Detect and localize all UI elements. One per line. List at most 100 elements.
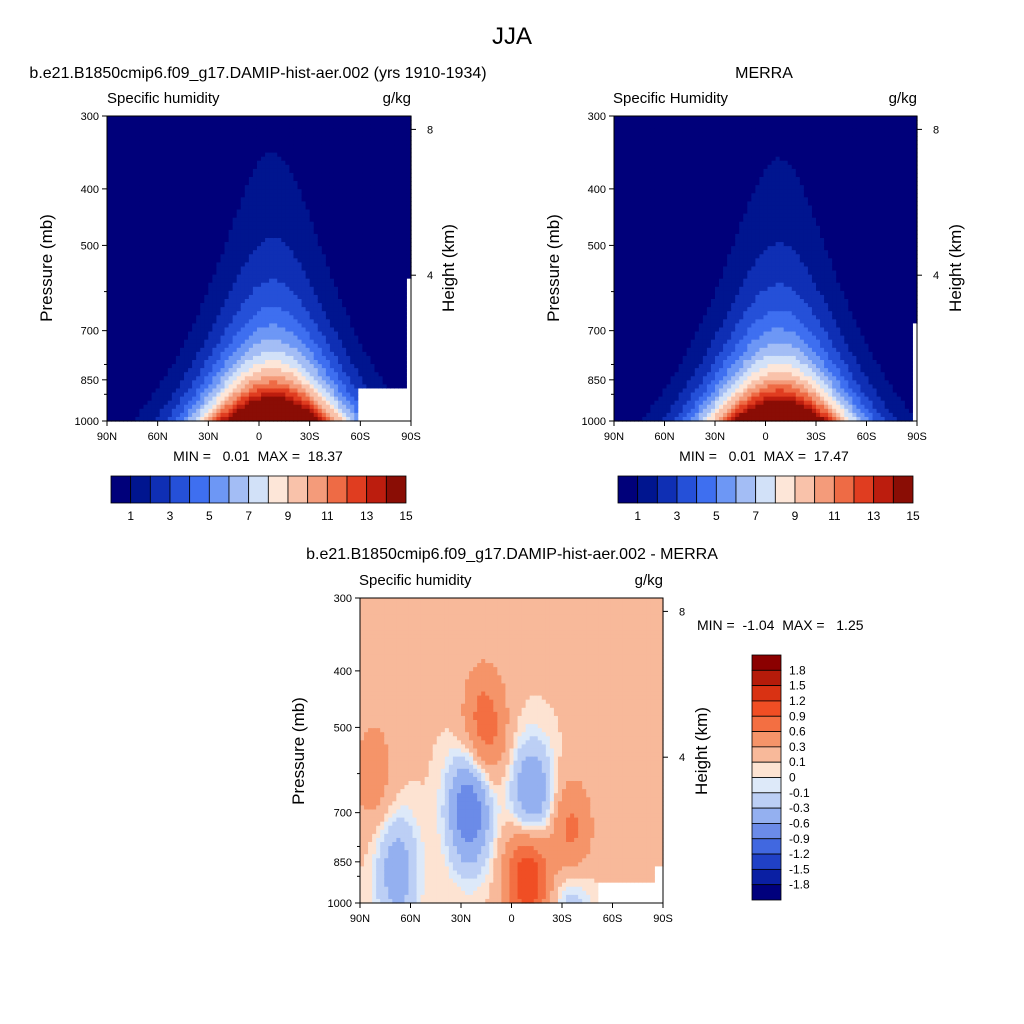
- field-cell: [313, 185, 319, 190]
- field-cell: [265, 408, 270, 414]
- field-cell: [224, 412, 230, 418]
- field-cell: [325, 343, 331, 349]
- field-cell: [200, 201, 205, 207]
- field-cell: [127, 311, 132, 316]
- field-cell: [111, 319, 116, 324]
- field-cell: [167, 335, 173, 341]
- field-cell: [151, 144, 157, 150]
- field-cell: [232, 355, 238, 361]
- field-cell: [167, 408, 173, 414]
- field-cell: [123, 368, 128, 373]
- field-cell: [358, 380, 363, 385]
- field-cell: [305, 303, 311, 308]
- field-cell: [224, 160, 230, 166]
- field-cell: [224, 400, 230, 406]
- field-cell: [269, 258, 274, 263]
- field-cell: [131, 217, 136, 223]
- field-cell: [135, 140, 141, 146]
- field-cell: [175, 148, 181, 154]
- field-cell: [261, 400, 266, 406]
- field-cell: [151, 128, 157, 133]
- field-cell: [208, 274, 213, 280]
- field-cell: [184, 355, 189, 361]
- field-cell: [220, 384, 226, 390]
- field-cell: [135, 274, 141, 280]
- field-cell: [305, 132, 311, 137]
- field-cell: [127, 128, 132, 133]
- field-cell: [192, 172, 197, 178]
- field-cell: [285, 116, 290, 121]
- field-cell: [135, 294, 141, 300]
- field-cell: [362, 209, 368, 215]
- field-cell: [119, 388, 124, 394]
- field-cell: [135, 396, 141, 402]
- field-cell: [175, 250, 181, 255]
- field-cell: [370, 124, 376, 129]
- field-cell: [151, 136, 157, 141]
- field-cell: [354, 319, 359, 324]
- field-cell: [224, 416, 230, 422]
- field-cell: [184, 311, 189, 316]
- field-cell: [301, 152, 307, 158]
- field-cell: [317, 262, 323, 268]
- field-cell: [196, 303, 201, 308]
- field-cell: [179, 384, 185, 390]
- field-cell: [269, 116, 274, 121]
- field-cell: [370, 351, 376, 357]
- field-cell: [208, 266, 213, 272]
- field-cell: [155, 197, 161, 202]
- field-cell: [159, 229, 165, 235]
- field-cell: [111, 250, 116, 255]
- field-cell: [342, 355, 347, 361]
- field-cell: [111, 120, 116, 125]
- field-cell: [305, 258, 311, 263]
- field-cell: [317, 217, 323, 223]
- field-cell: [289, 185, 295, 190]
- field-cell: [362, 242, 368, 247]
- field-cell: [127, 343, 132, 349]
- field-cell: [119, 270, 124, 276]
- field-cell: [220, 335, 226, 341]
- field-cell: [285, 278, 290, 284]
- field-cell: [358, 225, 363, 231]
- field-cell: [338, 311, 343, 316]
- field-cell: [155, 136, 161, 141]
- field-cell: [374, 254, 380, 259]
- field-cell: [248, 238, 254, 243]
- field-cell: [354, 307, 359, 312]
- field-cell: [192, 140, 197, 146]
- field-cell: [167, 412, 173, 418]
- field-cell: [293, 132, 299, 137]
- field-cell: [277, 412, 282, 418]
- field-cell: [119, 148, 124, 154]
- field-cell: [354, 116, 359, 121]
- field-cell: [236, 116, 242, 121]
- field-cell: [208, 343, 213, 349]
- field-cell: [325, 189, 331, 194]
- field-cell: [244, 364, 250, 369]
- field-cell: [159, 360, 165, 365]
- field-cell: [131, 384, 136, 390]
- field-cell: [321, 327, 327, 333]
- field-cell: [139, 132, 145, 137]
- field-cell: [184, 238, 189, 243]
- field-cell: [196, 209, 201, 215]
- field-cell: [212, 164, 218, 170]
- field-cell: [236, 152, 242, 158]
- field-cell: [175, 185, 181, 190]
- field-cell: [261, 185, 266, 190]
- field-cell: [119, 136, 124, 141]
- field-cell: [155, 181, 161, 186]
- field-cell: [338, 258, 343, 263]
- field-cell: [301, 140, 307, 146]
- field-cell: [232, 286, 238, 292]
- field-cell: [289, 372, 295, 377]
- field-cell: [147, 311, 153, 316]
- field-cell: [269, 299, 274, 304]
- field-cell: [179, 221, 185, 227]
- field-cell: [350, 185, 355, 190]
- field-cell: [301, 311, 307, 316]
- field-cell: [333, 319, 339, 324]
- field-cell: [143, 368, 149, 373]
- field-cell: [184, 205, 189, 211]
